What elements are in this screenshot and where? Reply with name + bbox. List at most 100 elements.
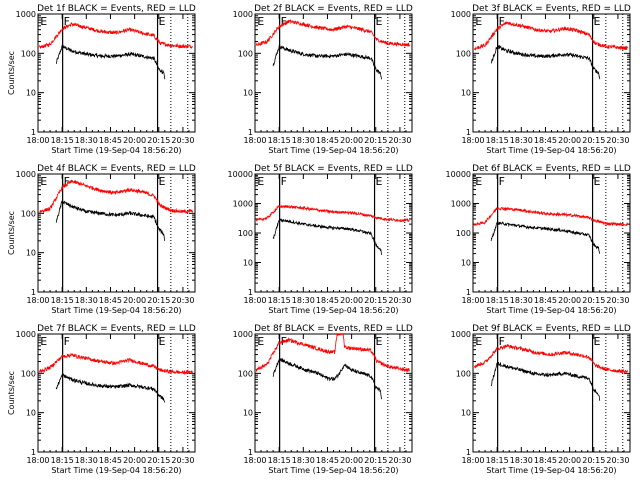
x-axis-label: Start Time (19-Sep-04 18:56:20) <box>486 146 616 155</box>
x-tick-label: 18:45 <box>99 456 122 465</box>
x-axis-label: Start Time (19-Sep-04 18:56:20) <box>51 146 181 155</box>
y-tick-label: 1000 <box>16 10 36 19</box>
series-events-line <box>272 218 383 256</box>
y-tick-label: 100 <box>21 209 36 218</box>
x-tick-label: 20:30 <box>388 136 411 145</box>
region-marker: F <box>499 15 505 28</box>
x-tick-label: 20:15 <box>147 136 170 145</box>
panel-title: Det 3f BLACK = Events, RED = LLD <box>472 4 631 14</box>
region-marker: F <box>281 15 287 28</box>
x-tick-label: 18:00 <box>461 456 484 465</box>
region-marker: E <box>475 335 482 348</box>
region-marker: E <box>159 15 166 28</box>
x-tick-label: 18:00 <box>26 296 49 305</box>
x-tick-label: 20:00 <box>340 456 363 465</box>
x-tick-label: 20:00 <box>123 456 146 465</box>
x-tick-label: 18:45 <box>534 456 557 465</box>
x-axis-label: Start Time (19-Sep-04 18:56:20) <box>486 466 616 475</box>
series-lld-line <box>255 204 410 223</box>
series-events-line <box>55 200 166 241</box>
x-tick-label: 18:15 <box>268 136 291 145</box>
region-marker: F <box>499 175 505 188</box>
x-axis-label: Start Time (19-Sep-04 18:56:20) <box>268 306 398 315</box>
x-tick-label: 18:15 <box>486 456 509 465</box>
y-tick-label: 1000 <box>233 330 253 339</box>
x-tick-label: 18:45 <box>316 136 339 145</box>
x-tick-label: 18:30 <box>292 136 315 145</box>
x-tick-label: 20:15 <box>147 296 170 305</box>
panel-det-2: Det 2f BLACK = Events, RED = LLD 1 10 100 10… <box>233 4 413 155</box>
panel-det-4: Det 4f BLACK = Events, RED = LLD 1 10 100 10… <box>7 164 196 315</box>
series-events-line <box>490 44 601 80</box>
y-axis-label: Counts/sec <box>7 51 16 95</box>
panel-det-5: Det 5f BLACK = Events, RED = LLD 1 10 100 10… <box>228 164 413 315</box>
y-tick-label: 1 <box>31 128 36 137</box>
region-marker: E <box>594 335 601 348</box>
y-tick-label: 1 <box>31 448 36 457</box>
panel-title: Det 2f BLACK = Events, RED = LLD <box>254 4 413 14</box>
x-tick-label: 20:15 <box>582 136 605 145</box>
region-marker: E <box>257 335 264 348</box>
region-marker: F <box>64 15 70 28</box>
y-tick-label: 100 <box>21 369 36 378</box>
panel-det-1: Det 1f BLACK = Events, RED = LLD 1 10 100 10… <box>7 4 196 155</box>
x-tick-label: 20:00 <box>123 296 146 305</box>
x-tick-label: 20:15 <box>147 456 170 465</box>
y-tick-label: 1 <box>31 288 36 297</box>
x-tick-label: 18:45 <box>99 296 122 305</box>
panel-det-6: Det 6f BLACK = Events, RED = LLD 1 10 100 10… <box>446 164 631 315</box>
y-axis-label: Counts/sec <box>7 371 16 415</box>
y-tick-label: 10 <box>243 259 253 268</box>
plot-frame <box>472 333 631 453</box>
x-tick-label: 18:00 <box>26 456 49 465</box>
region-marker: E <box>257 175 264 188</box>
panel-title: Det 4f BLACK = Events, RED = LLD <box>37 164 196 174</box>
y-tick-label: 10 <box>26 89 36 98</box>
x-tick-label: 20:15 <box>364 456 387 465</box>
x-tick-label: 18:00 <box>243 456 266 465</box>
x-tick-label: 20:00 <box>558 456 581 465</box>
series-lld-line <box>39 179 193 215</box>
series-events-line <box>55 373 166 403</box>
region-marker: E <box>40 335 47 348</box>
x-axis-label: Start Time (19-Sep-04 18:56:20) <box>486 306 616 315</box>
y-tick-label: 100 <box>238 49 253 58</box>
plot-frame <box>37 333 196 453</box>
plot-frame <box>254 173 413 293</box>
panel-title: Det 6f BLACK = Events, RED = LLD <box>472 164 631 174</box>
y-tick-label: 1 <box>248 448 253 457</box>
plot-frame <box>254 13 413 133</box>
series-lld-line <box>473 206 628 227</box>
x-tick-label: 18:00 <box>461 296 484 305</box>
y-tick-label: 100 <box>21 49 36 58</box>
y-tick-label: 1000 <box>451 10 471 19</box>
region-marker: E <box>159 335 166 348</box>
y-tick-label: 100 <box>456 369 471 378</box>
y-tick-label: 1 <box>248 128 253 137</box>
region-marker: E <box>376 175 383 188</box>
panel-det-8: Det 8f BLACK = Events, RED = LLD 1 10 100 10… <box>233 324 413 475</box>
x-tick-label: 18:00 <box>26 136 49 145</box>
y-tick-label: 10 <box>243 409 253 418</box>
series-events-line <box>490 220 600 254</box>
y-tick-label: 10 <box>461 259 471 268</box>
y-tick-label: 1000 <box>451 330 471 339</box>
region-marker: E <box>475 175 482 188</box>
panel-title: Det 8f BLACK = Events, RED = LLD <box>254 324 413 334</box>
x-axis-label: Start Time (19-Sep-04 18:56:20) <box>51 466 181 475</box>
x-tick-label: 18:45 <box>534 136 557 145</box>
x-tick-label: 18:30 <box>510 296 533 305</box>
region-marker: F <box>64 335 70 348</box>
y-tick-label: 100 <box>238 369 253 378</box>
x-axis-label: Start Time (19-Sep-04 18:56:20) <box>51 306 181 315</box>
panel-det-3: Det 3f BLACK = Events, RED = LLD 1 10 100 10… <box>451 4 631 155</box>
region-marker: F <box>281 175 287 188</box>
x-tick-label: 20:15 <box>364 296 387 305</box>
x-tick-label: 20:15 <box>582 296 605 305</box>
x-tick-label: 18:15 <box>51 296 74 305</box>
y-tick-label: 1000 <box>16 330 36 339</box>
region-marker: E <box>376 335 383 348</box>
region-marker: F <box>499 335 505 348</box>
region-marker: E <box>159 175 166 188</box>
x-tick-label: 20:30 <box>171 136 194 145</box>
